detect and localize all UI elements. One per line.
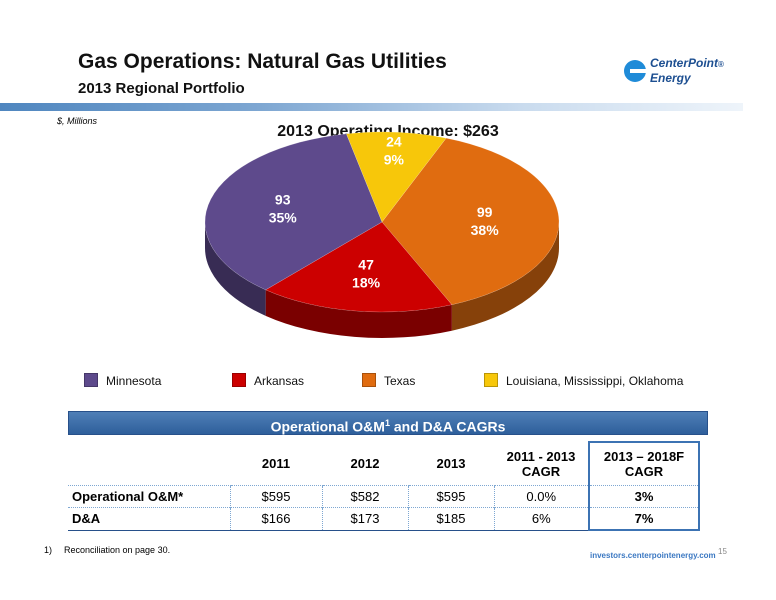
table-cell: $173 xyxy=(321,507,408,531)
header-cell: 2013 xyxy=(436,456,466,471)
pie-slice-minnesota xyxy=(204,133,383,291)
slice-percent-label: 38% xyxy=(471,222,500,238)
page-subtitle: 2013 Regional Portfolio xyxy=(78,80,245,97)
slice-value-label: 24 xyxy=(386,133,402,149)
slice-value-label: 47 xyxy=(358,257,374,273)
table-cell: $595 xyxy=(229,485,322,508)
pie-slice-texas xyxy=(381,137,560,305)
pie-side-texas xyxy=(451,222,559,331)
legend-swatch xyxy=(484,373,498,387)
cagr-banner: Operational O&M1 and D&A CAGRs xyxy=(68,411,708,435)
legend-item-minnesota: Minnesota xyxy=(84,373,161,388)
header-blank xyxy=(68,442,230,486)
legend-swatch xyxy=(84,373,98,387)
legend-item-louisiana-mississippi-oklahoma: Louisiana, Mississippi, Oklahoma xyxy=(484,373,683,388)
table-cell: $166 xyxy=(229,507,322,531)
cagr-table: 2011 2012 2013 2011 - 2013 CAGR 2013 – 20… xyxy=(68,441,700,531)
centerpoint-logo: CenterPoint® Energy xyxy=(624,54,734,90)
table-row: D&A $166 $173 $185 6% 7% xyxy=(68,507,700,531)
legend-label: Arkansas xyxy=(254,374,305,388)
units-label: $, Millions xyxy=(57,116,98,126)
table-cell-highlight: 7% xyxy=(588,507,700,531)
legend-item-texas: Texas xyxy=(362,373,415,388)
table-row: Operational O&M* $595 $582 $595 0.0% 3% xyxy=(68,485,700,508)
legend-label: Texas xyxy=(384,374,416,388)
slice-value-label: 99 xyxy=(477,204,493,220)
investor-url[interactable]: investors.centerpointenergy.com xyxy=(590,551,716,560)
pie-side-arkansas xyxy=(265,289,452,338)
slice-percent-label: 35% xyxy=(269,210,298,226)
logo-mark-icon xyxy=(624,60,646,82)
header-cell: 2012 xyxy=(350,456,380,471)
header-cell: 2011 xyxy=(261,456,291,471)
table-cell: 0.0% xyxy=(493,485,589,508)
pie-slice-arkansas xyxy=(265,221,453,313)
legend-label: Minnesota xyxy=(106,374,162,388)
table-header-row: 2011 2012 2013 2011 - 2013 CAGR 2013 – 20… xyxy=(68,441,700,486)
row-label: Operational O&M* xyxy=(68,485,230,508)
header-cell-highlight: 2013 – 2018F CAGR xyxy=(588,441,700,486)
slice-percent-label: 9% xyxy=(384,151,405,167)
legend-label: Louisiana, Mississippi, Oklahoma xyxy=(506,374,684,388)
pie-side-minnesota xyxy=(205,222,266,316)
table-cell: $185 xyxy=(407,507,494,531)
pie-slice-louisiana-mississippi-oklahoma xyxy=(346,131,447,223)
pie-chart: 99 38% 47 18% 93 35% 24 9% xyxy=(204,131,560,338)
header-rule xyxy=(0,103,743,111)
logo-line-1: CenterPoint® xyxy=(650,56,724,70)
table-cell: 6% xyxy=(493,507,589,531)
footnote: 1) Reconciliation on page 30. xyxy=(44,545,171,555)
table-cell-highlight: 3% xyxy=(588,485,700,508)
legend-swatch xyxy=(232,373,246,387)
legend-swatch xyxy=(362,373,376,387)
slice-percent-label: 18% xyxy=(352,275,381,291)
row-label: D&A xyxy=(68,507,230,531)
slice-value-label: 93 xyxy=(275,192,291,208)
table-cell: $595 xyxy=(407,485,494,508)
header-cell: 2011 - 2013 CAGR xyxy=(506,448,576,479)
legend-item-arkansas: Arkansas xyxy=(232,373,304,388)
logo-line-2: Energy xyxy=(650,71,691,85)
page-title: Gas Operations: Natural Gas Utilities xyxy=(78,50,447,73)
page-number: 15 xyxy=(718,547,727,556)
table-cell: $582 xyxy=(321,485,408,508)
